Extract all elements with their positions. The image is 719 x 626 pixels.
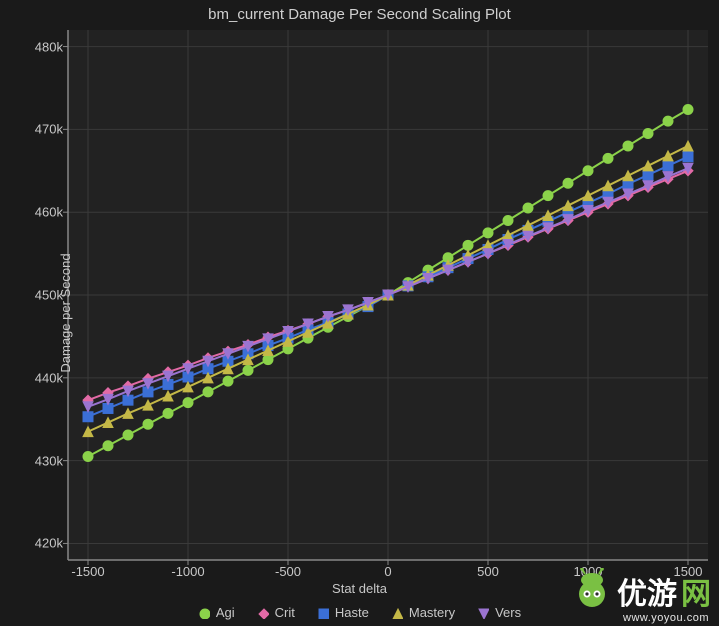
legend: Agi Crit Haste Mastery Vers [0,605,719,620]
legend-item-agi[interactable]: Agi [198,605,235,620]
y-tick-label: 460k [7,205,63,220]
vers-marker-icon [477,607,489,619]
x-tick-label: -1000 [171,564,204,579]
y-tick-label: 420k [7,536,63,551]
legend-label: Crit [275,605,295,620]
legend-item-vers[interactable]: Vers [477,605,521,620]
plot-area [68,30,708,560]
y-tick-label: 440k [7,370,63,385]
watermark-url: www.yoyou.com [623,612,709,624]
chart-title: bm_current Damage Per Second Scaling Plo… [0,6,719,23]
plot-svg [68,30,708,560]
legend-label: Haste [335,605,369,620]
x-tick-label: -500 [275,564,301,579]
x-axis-label: Stat delta [0,581,719,596]
chart-container: bm_current Damage Per Second Scaling Plo… [0,0,719,626]
mastery-marker-icon [391,607,403,619]
y-tick-label: 450k [7,288,63,303]
crit-marker-icon [257,607,269,619]
legend-item-haste[interactable]: Haste [317,605,369,620]
agi-marker-icon [198,607,210,619]
legend-label: Agi [216,605,235,620]
y-axis-label: Damage per Second [58,253,73,372]
legend-label: Mastery [409,605,455,620]
y-tick-label: 480k [7,39,63,54]
x-tick-label: 1000 [574,564,603,579]
y-tick-label: 430k [7,453,63,468]
x-tick-label: 1500 [674,564,703,579]
legend-label: Vers [495,605,521,620]
legend-item-mastery[interactable]: Mastery [391,605,455,620]
haste-marker-icon [317,607,329,619]
legend-item-crit[interactable]: Crit [257,605,295,620]
x-tick-label: 500 [477,564,499,579]
y-tick-label: 470k [7,122,63,137]
x-tick-label: -1500 [71,564,104,579]
x-tick-label: 0 [384,564,391,579]
